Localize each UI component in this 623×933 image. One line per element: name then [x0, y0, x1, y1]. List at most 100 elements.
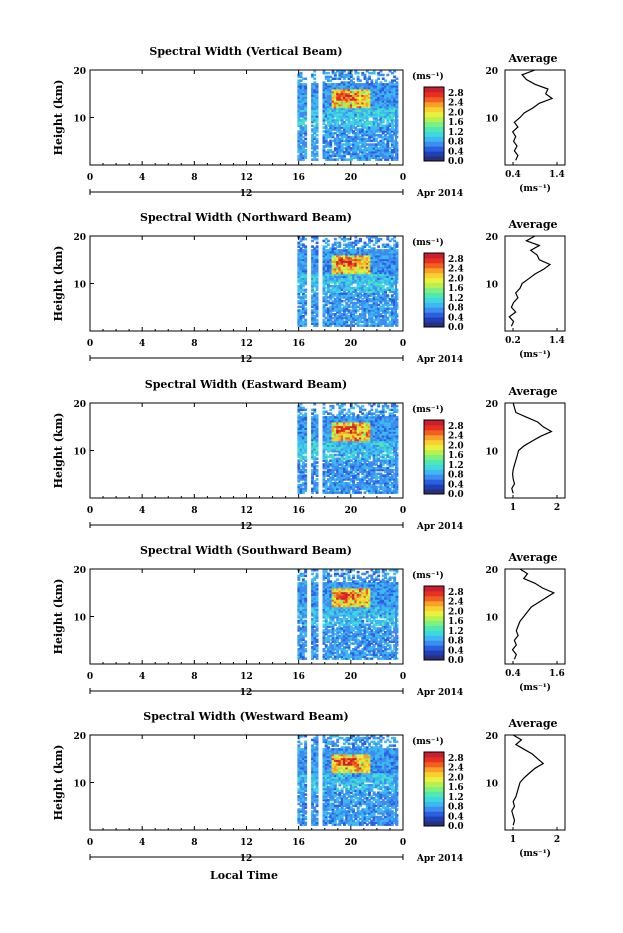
panel-title: Spectral Width (Eastward Beam): [145, 378, 347, 391]
x-tick-label: 0: [400, 173, 406, 183]
heatmap-cell: [304, 78, 307, 81]
heatmap-cell: [304, 138, 307, 141]
heatmap-cell: [396, 78, 399, 81]
heatmap-cell: [304, 456, 307, 459]
x-tick-label: 0: [87, 173, 93, 183]
heatmap-cell: [396, 405, 399, 408]
heatmap-cell: [382, 74, 385, 77]
heatmap-cell: [304, 319, 307, 322]
x-tick-label: 4: [139, 339, 145, 349]
heatmap-cell: [334, 238, 337, 241]
colorbar-swatch: [424, 288, 444, 293]
heatmap-cell: [352, 407, 355, 410]
heatmap-cell: [384, 411, 387, 414]
heatmap-cells: [297, 403, 398, 494]
colorbar-swatch: [424, 258, 444, 263]
heatmap-cell: [396, 242, 399, 245]
colorbar-swatch: [424, 312, 444, 317]
avg-y-tick-label: 20: [485, 233, 498, 243]
heatmap-cell: [304, 83, 307, 86]
colorbar-swatch: [424, 146, 444, 151]
y-axis-label: Height (km): [52, 246, 65, 322]
x-tick-label: 16: [292, 506, 305, 516]
heatmap-cell: [377, 245, 380, 248]
colorbar-tick-label: 0.4: [448, 313, 464, 323]
heatmap-cell: [304, 125, 307, 128]
x-tick-label: 0: [87, 506, 93, 516]
heatmap-cell: [359, 238, 362, 241]
colorbar-swatch: [424, 131, 444, 136]
colorbar-swatch: [424, 87, 444, 92]
heatmap-cell: [370, 409, 373, 412]
heatmap-cell: [323, 407, 326, 410]
heatmap-cell: [316, 158, 319, 161]
heatmap-cell: [316, 319, 319, 322]
heatmap-cell: [304, 300, 307, 303]
avg-x-tick-label: 1.4: [549, 336, 565, 346]
heatmap-cell: [338, 242, 341, 245]
date-label: Apr 2014: [416, 355, 463, 365]
colorbar-tick-label: 1.6: [448, 118, 464, 128]
heatmap-cells: [297, 236, 398, 327]
heatmap-strip: [395, 276, 397, 326]
heatmap-cell: [350, 74, 353, 77]
heatmap-cell: [327, 240, 330, 243]
heatmap-cell: [396, 249, 399, 252]
colorbar-swatch: [424, 127, 444, 132]
avg-x-tick-label: 1.4: [549, 170, 565, 180]
heatmap-cell: [352, 78, 355, 81]
heatmap-cell: [316, 414, 319, 417]
heatmap-cell: [396, 416, 399, 419]
average-unit: (ms⁻¹): [519, 183, 551, 194]
colorbar-unit: (ms⁻¹): [412, 71, 444, 82]
y-tick-label: 20: [73, 233, 86, 243]
heatmap-cell: [316, 134, 319, 137]
colorbar-swatch: [424, 136, 444, 141]
colorbar-tick-label: 2.8: [448, 89, 464, 99]
colorbar-swatch: [424, 278, 444, 283]
x-tick-label: 16: [292, 339, 305, 349]
x-tick-label: 12: [240, 173, 253, 183]
colorbar-tick-label: 0.0: [448, 157, 464, 167]
colorbar-swatch: [424, 151, 444, 156]
x-tick-label: 8: [191, 173, 197, 183]
heatmap-cell: [386, 74, 389, 77]
colorbar-swatch: [424, 283, 444, 288]
heatmap-cell: [384, 79, 387, 82]
avg-y-tick-label: 20: [485, 67, 498, 77]
colorbar-swatch: [424, 141, 444, 146]
heatmap-cell: [316, 482, 319, 485]
average-frame: [505, 236, 565, 331]
y-tick-label: 20: [73, 67, 86, 77]
heatmap-cell: [316, 478, 319, 481]
x-tick-label: 20: [345, 173, 358, 183]
heatmap-cell: [304, 245, 307, 248]
heatmap-cells: [297, 70, 398, 161]
colorbar-tick-label: 0.8: [448, 138, 464, 148]
heatmap-cell: [352, 412, 355, 415]
colorbar-swatch: [424, 102, 444, 107]
heatmap-cell: [348, 238, 351, 241]
heatmap-cell: [316, 138, 319, 141]
heatmap-cell: [396, 409, 399, 412]
heatmap-cell: [316, 292, 319, 295]
colorbar-swatch: [424, 268, 444, 273]
colorbar-swatch: [424, 293, 444, 298]
colorbar-tick-label: 2.0: [448, 274, 464, 284]
colorbar-swatch: [424, 297, 444, 302]
heatmap-cell: [316, 458, 319, 461]
avg-x-tick-label: 0.4: [505, 170, 521, 180]
colorbar-swatch: [424, 107, 444, 112]
average-profile-line: [509, 236, 550, 326]
heatmap-cell: [304, 149, 307, 152]
y-axis-label: Height (km): [52, 80, 65, 156]
heatmap-cell: [316, 151, 319, 154]
x-tick-label: 4: [139, 506, 145, 516]
heatmap-cell: [304, 289, 307, 292]
colorbar-swatch: [424, 307, 444, 312]
average-unit: (ms⁻¹): [519, 349, 551, 360]
average-title: Average: [507, 52, 557, 65]
